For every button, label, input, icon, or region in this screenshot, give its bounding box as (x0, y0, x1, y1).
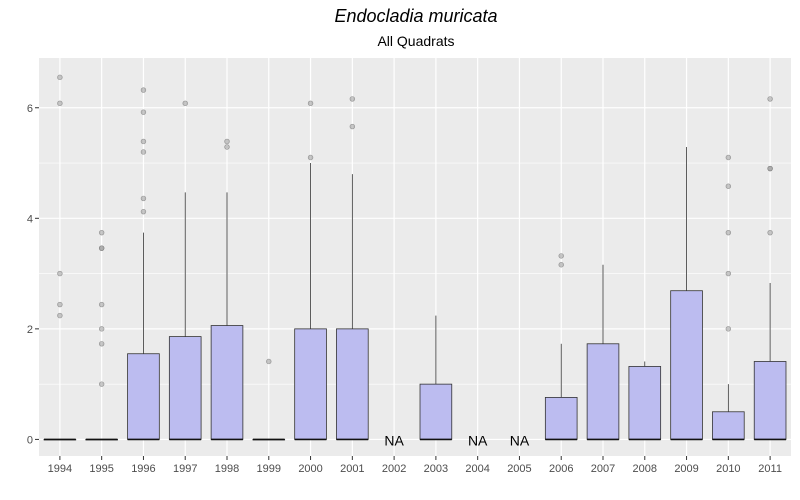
outlier-point (140, 149, 147, 155)
box-body (294, 328, 327, 440)
outlier-point (57, 100, 63, 107)
outlier-point (140, 109, 147, 115)
outlier-point (57, 74, 63, 81)
outlier-point (140, 87, 147, 93)
x-tick-label: 2000 (298, 463, 322, 475)
outlier-point (98, 381, 105, 387)
na-label: NA (384, 432, 404, 448)
outlier-point (98, 341, 105, 347)
y-tick-label: 2 (27, 324, 33, 336)
outlier-point (725, 270, 732, 277)
x-tick-label: 1998 (215, 463, 239, 475)
box-marks: NA NA NA (43, 74, 787, 448)
box-body (544, 397, 578, 440)
outlier-point (767, 96, 773, 102)
box-body (628, 366, 662, 440)
x-tick-label: 2010 (716, 463, 740, 475)
outlier-point (349, 96, 356, 102)
x-tick-label: 1994 (48, 463, 72, 475)
x-tick-label: 2004 (465, 463, 489, 475)
plot-panel (39, 58, 791, 456)
x-tick-label: 2006 (549, 463, 573, 475)
outlier-point (57, 270, 63, 277)
box-body (336, 328, 369, 440)
outlier-point (98, 326, 105, 332)
y-tick-label: 0 (27, 434, 33, 446)
outlier-point (98, 245, 105, 251)
chart-subtitle: All Quadrats (377, 33, 454, 49)
outlier-point (140, 208, 147, 215)
outlier-point (725, 183, 732, 189)
x-tick-label: 2005 (507, 463, 531, 475)
na-label: NA (468, 432, 488, 448)
outlier-point (307, 100, 314, 107)
outlier-point (224, 138, 230, 145)
x-tick-label: 1995 (89, 463, 113, 475)
box-body (127, 353, 160, 440)
x-tick-label: 2007 (591, 463, 615, 475)
outlier-point (57, 301, 63, 308)
y-tick-label: 4 (27, 213, 33, 225)
box-body (753, 361, 787, 440)
outlier-point (182, 100, 188, 107)
x-tick-label: 2003 (424, 463, 448, 475)
x-tick-label: 2001 (340, 463, 364, 475)
outlier-point (725, 154, 732, 161)
outlier-point (767, 165, 773, 172)
outlier-point (725, 229, 732, 236)
outlier-point (558, 262, 564, 268)
axis-labels: 0 2 4 6 1994 1995 1996 1997 1998 1999 2000 2001 2002… (27, 103, 782, 475)
x-tick-label: 1999 (257, 463, 281, 475)
x-tick-label: 1996 (131, 463, 155, 475)
outlier-point (140, 195, 147, 202)
outlier-point (57, 312, 63, 319)
outlier-point (98, 301, 105, 308)
outlier-point (725, 326, 732, 332)
box-body (712, 411, 745, 440)
chart-title: Endocladia muricata (334, 6, 497, 26)
box-body (210, 325, 244, 440)
outlier-point (307, 154, 314, 161)
x-tick-label: 2009 (674, 463, 698, 475)
outlier-point (266, 358, 272, 365)
box-body (419, 383, 453, 440)
box-body (586, 343, 620, 440)
x-tick-label: 2002 (382, 463, 406, 475)
x-tick-label: 2011 (758, 463, 782, 475)
outlier-point (558, 253, 564, 259)
na-label: NA (510, 432, 530, 448)
box-body (670, 290, 703, 440)
box-body (168, 336, 202, 440)
x-tick-label: 2008 (633, 463, 657, 475)
outlier-point (349, 123, 356, 130)
y-tick-label: 6 (27, 103, 33, 115)
outlier-point (98, 229, 105, 236)
outlier-point (767, 229, 773, 236)
outlier-point (224, 144, 230, 150)
outlier-point (140, 138, 147, 145)
x-tick-label: 1997 (173, 463, 197, 475)
